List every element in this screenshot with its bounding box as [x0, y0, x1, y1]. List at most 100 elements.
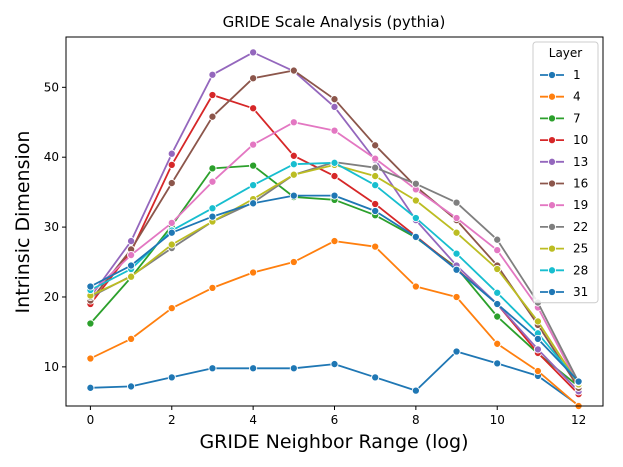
- legend-label: 1: [573, 68, 581, 82]
- data-point: [167, 160, 176, 169]
- data-point: [330, 191, 339, 200]
- data-point: [127, 250, 136, 260]
- data-point: [452, 228, 461, 237]
- data-point: [452, 198, 461, 207]
- data-point: [493, 299, 502, 309]
- series-1: [86, 347, 583, 410]
- data-point: [127, 261, 136, 270]
- data-point: [371, 206, 380, 216]
- data-point: [208, 177, 217, 186]
- data-point: [86, 383, 95, 392]
- legend-marker: [547, 244, 557, 253]
- data-point: [249, 199, 258, 208]
- legend-item-22: 22: [540, 220, 588, 234]
- data-point: [371, 141, 380, 150]
- data-point: [289, 257, 298, 267]
- plot-frame: [65, 36, 604, 407]
- data-point: [533, 317, 542, 326]
- data-point: [452, 249, 461, 258]
- legend-item-28: 28: [540, 263, 588, 277]
- legend-item-13: 13: [540, 155, 588, 169]
- x-tick-label: 8: [412, 413, 420, 427]
- data-point: [533, 367, 542, 376]
- data-point: [249, 161, 258, 170]
- data-point: [208, 70, 217, 79]
- legend-label: 10: [573, 133, 588, 147]
- legend-marker: [547, 114, 557, 123]
- legend-label: 16: [573, 177, 588, 191]
- legend-label: 7: [573, 111, 581, 125]
- legend-item-1: 1: [540, 68, 581, 82]
- data-point: [411, 386, 420, 395]
- data-point: [330, 360, 339, 369]
- legend-label: 31: [573, 285, 588, 299]
- data-point: [249, 140, 258, 149]
- data-point: [533, 334, 542, 343]
- data-point: [371, 181, 380, 190]
- data-point: [330, 172, 339, 181]
- legend-label: 22: [573, 220, 588, 234]
- data-point: [208, 212, 217, 221]
- data-point: [289, 151, 298, 160]
- legend-item-31: 31: [540, 285, 588, 299]
- legend-label: 25: [573, 242, 588, 256]
- y-tick-label: 10: [44, 360, 59, 374]
- x-axis-label: GRIDE Neighbor Range (log): [199, 431, 468, 453]
- data-point: [330, 158, 339, 167]
- x-tick-label: 10: [490, 413, 505, 427]
- x-tick-label: 6: [331, 413, 339, 427]
- y-tick-label: 20: [44, 290, 59, 304]
- data-point: [411, 196, 420, 205]
- series-16: [86, 66, 583, 392]
- data-point: [167, 179, 176, 188]
- data-point: [289, 364, 298, 373]
- legend-marker: [547, 179, 557, 188]
- data-point: [167, 373, 176, 382]
- series-31: [86, 191, 583, 386]
- y-tick-label: 30: [44, 220, 59, 234]
- data-point: [167, 240, 176, 249]
- data-point: [249, 74, 258, 83]
- legend-marker: [547, 287, 557, 297]
- legend-item-19: 19: [540, 198, 588, 212]
- series-line: [89, 194, 580, 383]
- data-point: [411, 232, 420, 241]
- data-point: [533, 345, 542, 354]
- data-point: [371, 199, 380, 209]
- legend-marker: [547, 266, 557, 275]
- legend-title: Layer: [549, 46, 583, 60]
- legend-marker: [547, 201, 557, 210]
- data-point: [330, 102, 339, 111]
- data-point: [86, 282, 95, 291]
- data-point: [493, 339, 502, 348]
- data-point: [249, 268, 258, 277]
- data-point: [167, 304, 176, 313]
- data-point: [493, 288, 502, 297]
- legend-item-4: 4: [540, 90, 581, 104]
- data-point: [452, 292, 461, 302]
- legend-marker: [547, 92, 557, 101]
- data-point: [371, 154, 380, 163]
- data-point: [208, 164, 217, 173]
- data-point: [411, 179, 420, 188]
- series-19: [86, 118, 583, 390]
- data-point: [127, 382, 136, 391]
- legend-label: 13: [573, 155, 588, 169]
- series-line: [90, 350, 580, 407]
- data-point: [330, 95, 339, 104]
- y-tick-label: 50: [44, 80, 59, 94]
- data-point: [127, 237, 136, 246]
- data-point: [208, 283, 217, 292]
- data-point: [167, 149, 176, 158]
- data-point: [127, 272, 136, 281]
- data-point: [289, 170, 298, 179]
- chart-title: GRIDE Scale Analysis (pythia): [223, 13, 446, 31]
- data-point: [452, 265, 461, 274]
- x-tick-label: 4: [249, 413, 257, 427]
- series-layer: [86, 48, 583, 411]
- data-point: [371, 373, 380, 382]
- data-point: [452, 213, 461, 223]
- legend-item-7: 7: [540, 111, 581, 125]
- legend-label: 19: [573, 198, 588, 212]
- data-point: [127, 334, 136, 343]
